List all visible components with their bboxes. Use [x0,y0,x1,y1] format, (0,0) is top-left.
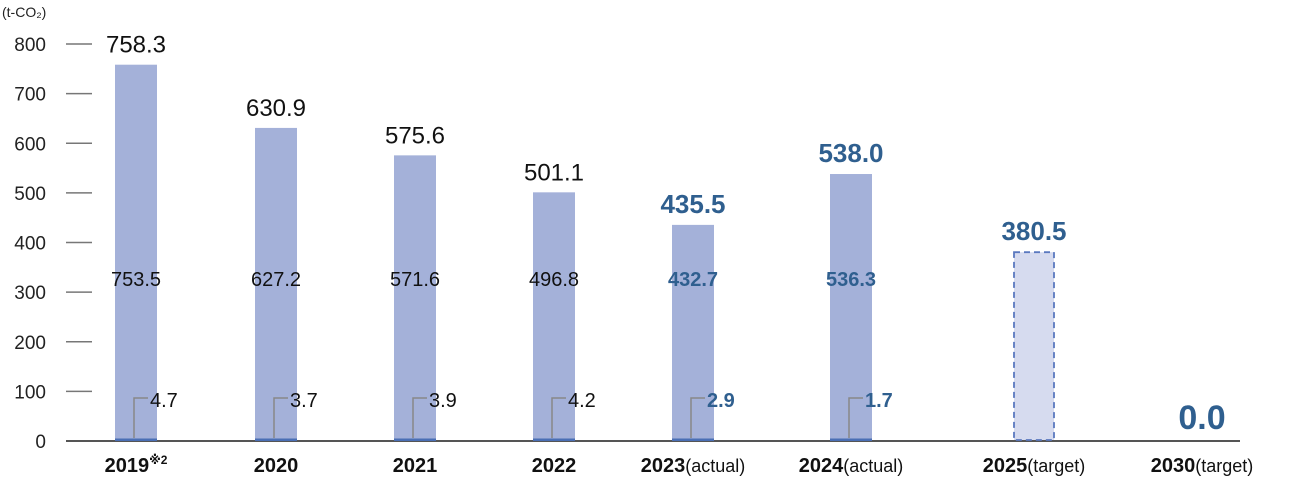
category-label: 2024(actual) [799,455,904,477]
category-year: 2030 [1151,455,1196,477]
bar [830,174,872,441]
bar-small-segment [830,438,872,441]
category-label: 2022 [532,455,577,477]
y-tick-label: 800 [14,35,46,56]
small-segment-label: 2.9 [707,390,735,412]
total-value-label: 380.5 [1001,216,1066,246]
data-labels: 758.3 753.5 4.7 630.9 627.2 3.7 575.6 571.6 3.9 5… [106,32,1226,438]
total-value-label: 758.3 [106,32,166,59]
category-label: 2030(target) [1151,455,1254,477]
total-value-label: 630.9 [246,95,306,122]
callout-leader [690,397,705,438]
category-year: 2025 [983,455,1028,477]
bar-small-segment [115,438,157,441]
category-year: 2021 [393,455,438,477]
bar-target [1013,251,1055,441]
bar [115,64,157,441]
bars [115,64,1055,441]
small-segment-label: 4.7 [150,390,178,412]
unit-label: (t-CO₂) [2,4,46,20]
segment-value-label: 753.5 [111,269,161,291]
category-year: 2024 [799,455,844,477]
total-value-label: 435.5 [660,189,725,219]
y-tick-label: 500 [14,184,46,205]
category-label: 2023(actual) [641,455,746,477]
segment-value-label: 496.8 [529,269,579,291]
y-tick-label: 200 [14,333,46,354]
category-year: 2020 [254,455,299,477]
segment-value-label: 536.3 [826,269,876,291]
category-year: 2022 [532,455,577,477]
bar [672,224,714,441]
y-tick-label: 400 [14,234,46,255]
category-year: 2019 [105,455,150,477]
bar [533,192,575,441]
segment-value-label: 627.2 [251,269,301,291]
bar [394,155,436,441]
category-suffix: (actual) [685,456,745,476]
category-year: 2023 [641,455,686,477]
total-value-label: 501.1 [524,159,584,186]
bar [255,127,297,441]
callout-leader [551,397,566,438]
x-axis-labels: 2019※2 2020 2021 2022 2023(actual) 2024(actua… [105,453,1254,477]
category-suffix: ※2 [149,453,168,467]
callout-leader [848,397,863,438]
y-tick-label: 300 [14,283,46,304]
small-segment-label: 1.7 [865,390,893,412]
category-label: 2020 [254,455,299,477]
category-suffix: (target) [1027,456,1085,476]
y-tick-label: 0 [35,432,46,453]
callout-leader [273,397,288,438]
callout-leader [412,397,427,438]
bar-small-segment [533,438,575,441]
small-segment-label: 3.9 [429,390,457,412]
category-label: 2021 [393,455,438,477]
bar-small-segment [672,438,714,441]
small-segment-label: 4.2 [568,390,596,412]
bar-small-segment [255,438,297,441]
segment-value-label: 432.7 [668,269,718,291]
total-value-label: 575.6 [385,122,445,149]
category-suffix: (actual) [843,456,903,476]
bar-small-segment [394,438,436,441]
total-value-label: 0.0 [1178,399,1225,437]
category-suffix: (target) [1195,456,1253,476]
category-label: 2019※2 [105,453,168,477]
segment-value-label: 571.6 [390,269,440,291]
small-segment-label: 3.7 [290,390,318,412]
y-tick-label: 700 [14,85,46,106]
y-tick-label: 100 [14,382,46,403]
category-label: 2025(target) [983,455,1086,477]
total-value-label: 538.0 [818,138,883,168]
y-tick-label: 600 [14,134,46,155]
callout-leader [133,397,148,438]
